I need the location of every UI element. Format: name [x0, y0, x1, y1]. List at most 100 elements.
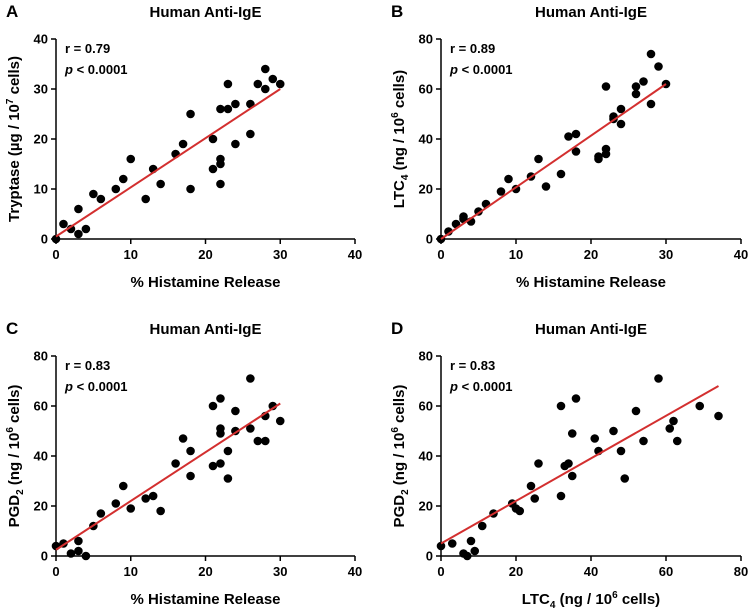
panel-c-data-point: [148, 491, 158, 501]
panel-b-y-tick-label: 0: [426, 232, 433, 247]
panel-b-y-axis-label-subscript: 4: [400, 174, 411, 180]
panel-b-data-point: [631, 89, 641, 99]
panel-d-data-point: [714, 411, 723, 421]
panel-a-data-point: [66, 224, 76, 234]
panel-a-y-axis-label-main: Tryptase (µg / 10: [6, 104, 23, 222]
panel-b-data-point: [496, 187, 506, 196]
panel-c-x-tick-label: 0: [52, 564, 59, 579]
panel-c-data-point: [223, 446, 233, 456]
panel-c-data-point: [118, 481, 128, 491]
panel-c-data-point: [231, 406, 240, 416]
panel-c-data-point: [66, 549, 76, 558]
panel-b-x-tick-label: 40: [734, 247, 748, 262]
panel-a-data-point: [81, 224, 91, 234]
panel-a-y-axis-label-superscript: 7: [5, 98, 16, 104]
panel-d-y-axis-label-tail: cells): [391, 385, 408, 428]
panel-c-p-rest: < 0.0001: [73, 379, 128, 394]
panel-d-y-tick-label: 20: [419, 499, 433, 514]
panel-a-x-tick-label: 40: [348, 247, 362, 262]
panel-a-title: Human Anti-IgE: [150, 4, 262, 21]
panel-c-title: Human Anti-IgE: [150, 321, 262, 338]
panel-c-x-axis-label: % Histamine Release: [130, 591, 280, 608]
panel-d-data-point: [556, 401, 566, 411]
panel-a-data-point: [74, 204, 83, 214]
panel-b-data-point: [459, 212, 468, 221]
panel-c-data-point: [253, 436, 263, 446]
panel-a-data-point: [59, 219, 68, 229]
panel-a-data-point: [253, 79, 263, 89]
panel-d-y-tick-label: 60: [419, 399, 433, 414]
panel-b-data-point: [444, 227, 453, 236]
panel-c-y-tick-label: 80: [34, 349, 48, 364]
panel-a-data-point: [111, 184, 121, 194]
panel-c-data-point: [156, 506, 165, 516]
panel-a-p-italic: p: [64, 62, 73, 77]
panel-b-x-tick-label: 20: [584, 247, 598, 262]
panel-d-data-point: [436, 541, 446, 551]
panel-a-data-point: [208, 134, 218, 144]
panel-a-y-tick-label: 40: [34, 32, 48, 47]
panel-b-y-axis-label-main: LTC: [391, 180, 408, 208]
panel-a-regression-line: [55, 88, 281, 238]
panel-b-data-point: [601, 144, 611, 154]
panel-a-data-point: [261, 64, 270, 74]
panel-c-y-tick-label: 60: [34, 399, 48, 414]
panel-d-x-axis-label: LTC4 (ng / 106 cells): [522, 590, 660, 611]
panel-d-x-axis-label-superscript: 6: [612, 590, 618, 601]
panel-d-data-point: [526, 481, 536, 491]
panel-a-data-point: [186, 184, 195, 194]
panel-d-y-axis-label-subscript: 2: [400, 489, 411, 495]
panel-d-data-point: [470, 546, 480, 556]
panel-d-p-value: p < 0.0001: [449, 379, 513, 394]
panel-d-data-point: [620, 474, 630, 483]
panel-d-data-point: [590, 434, 600, 443]
panel-b-p-rest: < 0.0001: [458, 62, 513, 77]
panel-b-y-tick-label: 80: [419, 32, 433, 47]
panel-c-data-point: [74, 536, 83, 546]
panel-a-data-point: [208, 164, 218, 174]
panel-b-y-axis-label-superscript: 6: [390, 112, 401, 118]
panel-d-y-axis-label-superscript: 6: [390, 427, 401, 433]
panel-c-data-point: [111, 499, 121, 508]
panel-c-data-point: [216, 394, 225, 403]
panel-b-data-point: [541, 182, 551, 191]
panel-d-data-point: [556, 491, 566, 501]
panel-c-data-point: [74, 546, 83, 556]
panel-c-y-axis-label-main: PGD: [6, 495, 23, 528]
panel-a-data-point: [231, 139, 240, 149]
panel-a-data-point: [268, 74, 278, 84]
panel-d-data-point: [534, 459, 543, 468]
panel-a-x-tick-label: 30: [273, 247, 287, 262]
panel-b-data-point: [631, 82, 641, 91]
panel-b-data-point: [601, 82, 611, 91]
panel-c-data-point: [81, 551, 91, 561]
panel-b-r-value: r = 0.89: [450, 41, 495, 56]
panel-a-data-point: [141, 194, 150, 204]
panel-b-x-tick-label: 10: [509, 247, 523, 262]
panel-a-data-point: [51, 234, 61, 244]
panel-c-y-tick-label: 20: [34, 499, 48, 514]
panel-d-data-point: [616, 446, 626, 456]
panel-a-data-point: [126, 154, 136, 164]
panel-b-p-value: p < 0.0001: [449, 62, 513, 77]
panel-b-data-point: [616, 119, 626, 129]
panel-b-data-point: [564, 132, 573, 141]
panel-b-y-tick-label: 60: [419, 82, 433, 97]
panel-d-data-point: [567, 471, 577, 481]
panel-a-data-point: [231, 99, 240, 109]
panel-b-x-axis-label: % Histamine Release: [516, 274, 666, 291]
panel-c-data-point: [186, 446, 195, 456]
panel-a: A Human Anti-IgE 0 10 20 30 40 0 10 20 30 40 % Hista…: [5, 2, 362, 291]
panel-d-data-point: [654, 374, 663, 383]
panel-b-data-point: [639, 77, 648, 86]
panel-c-data-point: [261, 436, 270, 446]
panel-c-data-point: [171, 459, 180, 468]
panel-d-data-point: [466, 536, 476, 546]
panel-a-y-tick-label: 0: [41, 232, 48, 247]
panel-b-data-point: [646, 99, 656, 109]
panel-d-y-tick-label: 0: [426, 549, 433, 564]
panel-a-data-point: [275, 79, 285, 89]
panel-d-data-point: [571, 394, 581, 403]
panel-a-data-point: [118, 174, 128, 184]
